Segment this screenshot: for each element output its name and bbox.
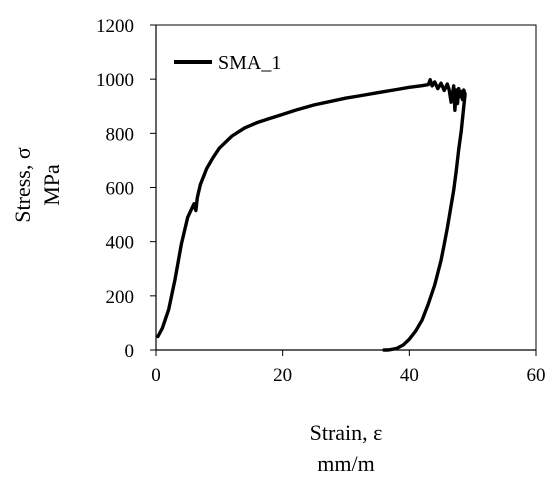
plot-frame: [155, 24, 537, 351]
x-axis-label: Strain, ε: [310, 420, 383, 445]
legend-label-sma-1: SMA_1: [218, 52, 281, 74]
series-line-sma-1: [156, 77, 467, 352]
y-ticks: 0 200 400 600 800 1000 1200: [96, 16, 156, 362]
x-tick-label: 0: [151, 365, 161, 386]
plot-area: 0 20 40 60 0 200 400 600 800 1000 1200: [96, 16, 546, 386]
y-axis-label: Stress, σ: [10, 147, 35, 223]
y-tick-label: 1200: [96, 16, 134, 37]
legend: SMA_1: [174, 52, 281, 74]
x-tick-label: 60: [527, 365, 546, 386]
x-tick-label: 40: [400, 365, 419, 386]
x-ticks: 0 20 40 60: [151, 350, 546, 386]
x-axis-unit: mm/m: [317, 451, 374, 476]
y-tick-label: 800: [106, 124, 135, 145]
y-tick-label: 200: [106, 287, 135, 308]
y-tick-label: 600: [106, 179, 135, 200]
y-axis-title: Stress, σ MPa: [10, 147, 64, 223]
x-tick-label: 20: [273, 365, 292, 386]
y-tick-label: 1000: [96, 70, 134, 91]
y-tick-label: 400: [106, 233, 135, 254]
series-layer: [156, 77, 467, 352]
y-tick-label: 0: [125, 341, 135, 362]
y-axis-unit: MPa: [39, 164, 64, 206]
